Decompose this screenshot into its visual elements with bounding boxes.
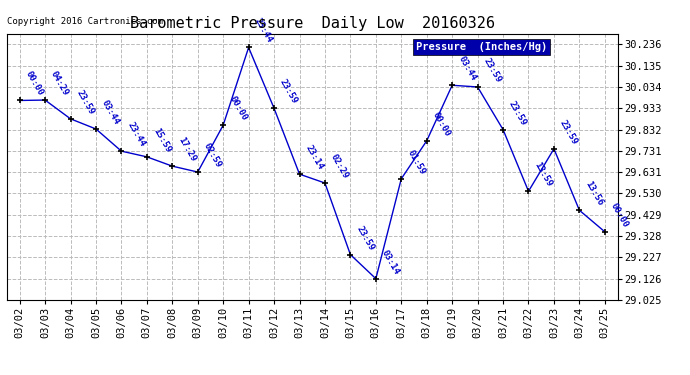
Text: 23:59: 23:59 xyxy=(507,99,529,127)
Text: 23:14: 23:14 xyxy=(304,144,325,171)
Text: 02:29: 02:29 xyxy=(329,153,351,180)
Text: 15:59: 15:59 xyxy=(151,126,172,154)
Text: 13:59: 13:59 xyxy=(533,161,554,189)
Text: Copyright 2016 Cartronics.com: Copyright 2016 Cartronics.com xyxy=(7,17,163,26)
Text: 23:44: 23:44 xyxy=(126,121,147,148)
Text: 23:59: 23:59 xyxy=(355,224,376,252)
Text: 03:44: 03:44 xyxy=(100,98,121,126)
Text: 23:59: 23:59 xyxy=(278,78,299,105)
Text: 23:59: 23:59 xyxy=(482,56,503,84)
Title: Barometric Pressure  Daily Low  20160326: Barometric Pressure Daily Low 20160326 xyxy=(130,16,495,31)
Text: 03:44: 03:44 xyxy=(456,55,477,82)
Text: 23:44: 23:44 xyxy=(253,17,274,45)
Text: 01:59: 01:59 xyxy=(406,148,426,176)
Text: 13:56: 13:56 xyxy=(584,180,604,207)
Text: 02:59: 02:59 xyxy=(202,141,223,169)
Text: 00:00: 00:00 xyxy=(227,94,248,122)
Text: Pressure  (Inches/Hg): Pressure (Inches/Hg) xyxy=(416,42,547,52)
Text: 04:29: 04:29 xyxy=(49,69,70,97)
Text: 00:00: 00:00 xyxy=(431,110,452,138)
Text: 03:14: 03:14 xyxy=(380,248,401,276)
Text: 23:59: 23:59 xyxy=(75,88,96,116)
Text: 00:00: 00:00 xyxy=(609,201,630,229)
Text: 17:29: 17:29 xyxy=(177,136,197,164)
Text: 00:00: 00:00 xyxy=(23,70,45,98)
Text: 23:59: 23:59 xyxy=(558,118,580,146)
